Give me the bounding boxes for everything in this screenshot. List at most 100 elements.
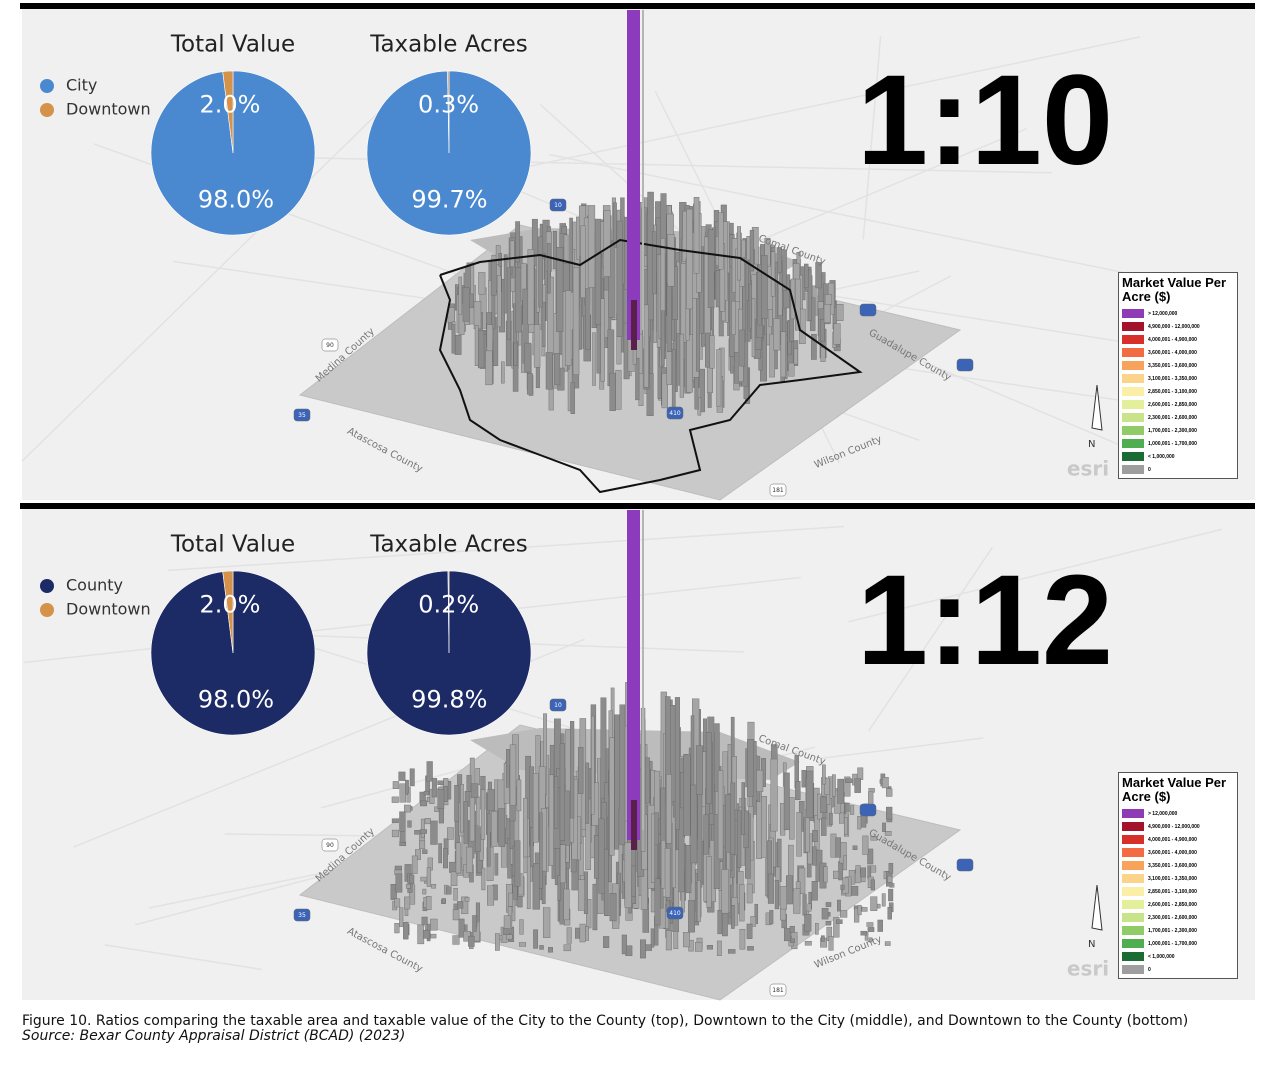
map-bar	[697, 880, 701, 922]
map-bar	[577, 816, 581, 861]
map-bar	[844, 776, 851, 797]
map-bar	[844, 817, 848, 836]
map-bar	[706, 856, 712, 908]
map-legend-label: 4,000,001 - 4,900,000	[1148, 836, 1197, 843]
map-legend-label: 1,000,001 - 1,700,000	[1148, 440, 1197, 447]
map-legend-item: 1,000,001 - 1,700,000	[1122, 937, 1234, 950]
highway-number: 35	[298, 912, 306, 919]
map-bar	[414, 830, 421, 835]
map-bar	[539, 945, 544, 950]
map-bar	[532, 772, 539, 843]
map-bar	[616, 220, 623, 337]
map-bar	[686, 208, 693, 310]
map-legend-swatch	[1122, 413, 1144, 422]
map-bar	[566, 927, 572, 944]
map-bar	[824, 778, 831, 795]
map-legend-item: 3,600,001 - 4,000,000	[1122, 846, 1234, 859]
map-bar	[609, 372, 616, 411]
map-bar	[683, 932, 690, 948]
map-legend-swatch	[1122, 887, 1144, 896]
map-bar	[835, 837, 841, 858]
map-legend-item: 3,100,001 - 3,350,000	[1122, 372, 1234, 385]
map-bar	[821, 908, 829, 920]
map-bar	[854, 907, 860, 923]
map-bar	[554, 776, 559, 829]
map-bar	[470, 783, 479, 798]
map-bar	[524, 342, 532, 373]
map-bar	[409, 874, 415, 885]
map-legend-label: 2,850,001 - 3,100,000	[1148, 888, 1197, 895]
map-bar	[569, 217, 573, 293]
map-bar	[747, 739, 754, 797]
map-bar	[807, 903, 812, 912]
map-bar	[431, 778, 438, 798]
map-bar	[882, 822, 886, 832]
map-legend-swatch	[1122, 809, 1144, 818]
highway-shield	[321, 338, 339, 352]
map-bar	[545, 352, 553, 390]
highway-number: 90	[326, 842, 334, 849]
pie-title: Taxable Acres	[369, 532, 528, 558]
map-bar	[731, 300, 736, 335]
map-bar	[631, 865, 636, 897]
map-bar	[411, 855, 418, 874]
map-bar	[833, 917, 840, 938]
map-bar	[693, 197, 700, 274]
map-bar	[585, 762, 590, 824]
map-legend-item: 2,600,001 - 2,850,000	[1122, 898, 1234, 911]
map-legend-swatch	[1122, 387, 1144, 396]
map-bar	[491, 811, 498, 847]
map-bar	[600, 298, 605, 382]
map-bar	[437, 780, 444, 785]
map-bar	[492, 317, 499, 366]
map-bar	[884, 831, 892, 836]
pie-value-label: 2.0%	[200, 91, 261, 119]
map-bar	[466, 846, 473, 873]
map-bar	[654, 770, 661, 819]
map-bar	[782, 249, 787, 291]
map-bar	[707, 229, 715, 308]
map-legend-swatch	[1122, 874, 1144, 883]
map-bar	[851, 886, 859, 896]
map-bar	[391, 829, 399, 838]
map-bar	[660, 310, 665, 366]
map-bar	[664, 848, 671, 898]
map-bar	[490, 259, 497, 296]
map-bar	[460, 784, 464, 833]
map-bar	[426, 761, 433, 782]
compass-arrow	[1091, 384, 1103, 431]
map-bar	[660, 840, 666, 889]
road	[167, 525, 845, 572]
pie-slice	[222, 570, 234, 654]
map-legend-swatch	[1122, 939, 1144, 948]
map-bar	[650, 928, 655, 948]
map-bar	[508, 892, 514, 907]
map-bar	[822, 764, 826, 785]
map-bar	[639, 939, 646, 959]
map-bar	[405, 779, 409, 794]
map-bar	[672, 266, 678, 320]
map-bar	[533, 324, 541, 368]
pie-value-label: 98.0%	[198, 685, 274, 713]
map-bar	[420, 818, 425, 838]
map-bar	[559, 844, 566, 884]
map-bar	[887, 875, 893, 883]
map-bar	[404, 896, 411, 910]
pie-title: Taxable Acres	[369, 32, 528, 58]
map-bar	[825, 921, 832, 926]
pie-value-label: 0.3%	[418, 90, 479, 118]
map-bar	[458, 918, 465, 938]
map-legend-swatch	[1122, 439, 1144, 448]
map-bar	[399, 830, 406, 843]
map-bar	[419, 840, 426, 850]
map-bar	[431, 884, 437, 889]
highway-shield	[956, 358, 974, 372]
map-bar	[457, 901, 464, 909]
spike-outline	[642, 510, 644, 830]
map-bar	[450, 871, 458, 886]
map-bar	[515, 267, 522, 333]
map-bar	[739, 884, 745, 922]
map-bar	[832, 774, 836, 797]
map-bar	[886, 806, 893, 820]
